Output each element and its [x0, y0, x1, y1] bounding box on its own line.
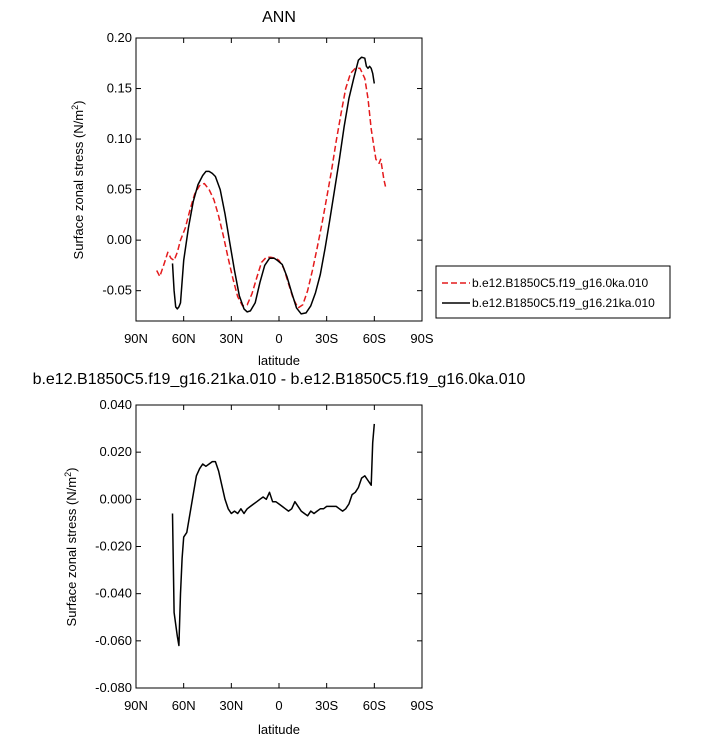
y-tick-label: 0.10: [107, 131, 132, 146]
legend-box: [435, 265, 671, 319]
bottom-panel: b.e12.B1850C5.f19_g16.21ka.010 - b.e12.B…: [33, 371, 526, 737]
x-tick-label: 30S: [315, 698, 338, 713]
x-tick-label: 60S: [363, 331, 386, 346]
x-tick-label: 30S: [315, 331, 338, 346]
series-lines-bottom: [171, 423, 376, 647]
x-tick-label: 60S: [363, 698, 386, 713]
x-tick-label: 60N: [172, 331, 196, 346]
difference-chart-title: b.e12.B1850C5.f19_g16.21ka.010 - b.e12.B…: [33, 371, 526, 388]
y-tick-label: -0.080: [95, 680, 132, 695]
y-tick-label: -0.020: [95, 539, 132, 554]
y-axis-label: Surface zonal stress (N/m2): [70, 101, 86, 260]
y-tick-label: 0.040: [99, 397, 132, 412]
x-axis-ticks: 90N 60N 30N 0 30S 60S 90S: [124, 38, 434, 346]
series-line-1: [171, 56, 376, 315]
chart-title: ANN: [262, 9, 296, 26]
y-tick-label: -0.060: [95, 633, 132, 648]
y-tick-label: 0.020: [99, 444, 132, 459]
y-tick-label: 0.00: [107, 232, 132, 247]
y-tick-label: 0.000: [99, 491, 132, 506]
x-tick-label: 0: [275, 331, 282, 346]
top-panel: ANN 0.20 0.15 0.10 0.05 0.00 -0.05 90N 60N 30N 0…: [70, 9, 671, 368]
y-axis-label-bottom: Surface zonal stress (N/m2): [63, 468, 79, 627]
x-axis-ticks-bottom: 90N 60N 30N 0 30S 60S 90S: [124, 405, 434, 713]
x-tick-label: 30N: [219, 698, 243, 713]
y-axis-ticks-bottom: 0.040 0.020 0.000 -0.020 -0.040 -0.060 -0.080: [95, 397, 422, 695]
legend-label-0ka: b.e12.B1850C5.f19_g16.0ka.010: [472, 276, 648, 290]
legend: b.e12.B1850C5.f19_g16.0ka.010 b.e12.B185…: [435, 265, 671, 319]
legend-label-21ka: b.e12.B1850C5.f19_g16.21ka.010: [472, 296, 655, 310]
x-tick-label: 0: [275, 698, 282, 713]
y-tick-label: -0.040: [95, 586, 132, 601]
x-tick-label: 90S: [410, 331, 433, 346]
x-tick-label: 90S: [410, 698, 433, 713]
series-line-0: [171, 423, 376, 647]
y-tick-label: -0.05: [102, 283, 132, 298]
y-tick-label: 0.15: [107, 81, 132, 96]
plot-frame: [135, 37, 423, 322]
x-axis-label: latitude: [258, 353, 300, 368]
x-tick-label: 90N: [124, 698, 148, 713]
x-tick-label: 30N: [219, 331, 243, 346]
x-tick-label: 90N: [124, 331, 148, 346]
x-axis-label-bottom: latitude: [258, 722, 300, 737]
series-lines: [156, 56, 387, 315]
y-tick-label: 0.05: [107, 182, 132, 197]
x-tick-label: 60N: [172, 698, 196, 713]
y-tick-label: 0.20: [107, 30, 132, 45]
y-axis-ticks: 0.20 0.15 0.10 0.05 0.00 -0.05: [102, 30, 422, 298]
series-line-0: [156, 67, 387, 309]
